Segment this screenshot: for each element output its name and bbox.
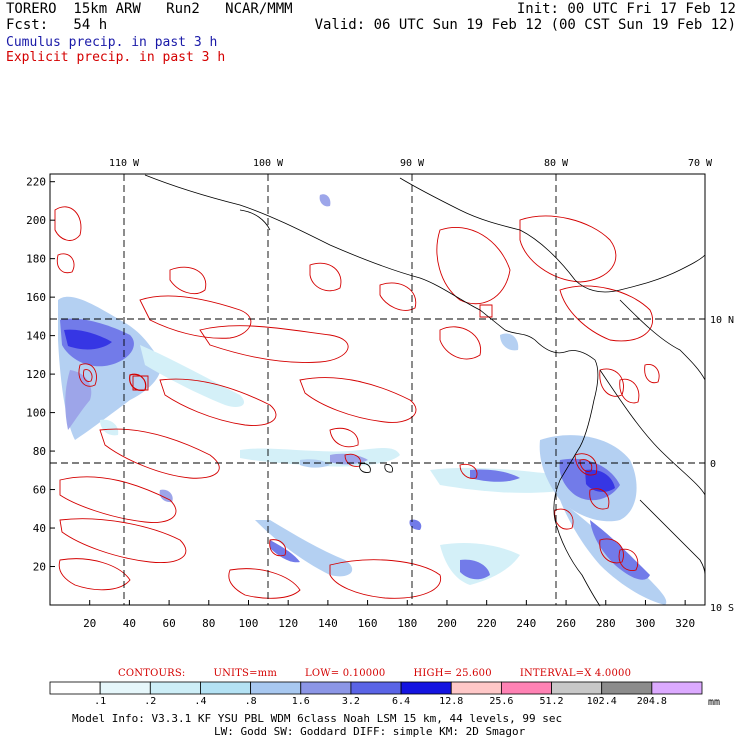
- x-tick-label: 140: [318, 617, 338, 630]
- lon-label-110w: 110 W: [109, 158, 140, 169]
- x-tick-label: 200: [437, 617, 457, 630]
- y-tick-label: 80: [33, 445, 46, 458]
- precip-colorbar: [49, 681, 703, 695]
- colorbar-swatch: [200, 681, 252, 695]
- latitude-labels: 10 N 0 10 S: [710, 315, 734, 614]
- x-tick-label: 100: [239, 617, 259, 630]
- lat-label-10n: 10 N: [710, 315, 734, 326]
- y-tick-label: 20: [33, 561, 46, 574]
- colorbar-label: 12.8: [439, 696, 464, 707]
- x-tick-label: 120: [278, 617, 298, 630]
- y-tick-label: 60: [33, 484, 46, 497]
- colorbar-label: .8: [244, 696, 257, 707]
- colorbar-label: .4: [194, 696, 207, 707]
- colorbar-swatch: [450, 681, 502, 695]
- colorbar-label: 1.6: [291, 696, 310, 707]
- legend-cumulus-precip: Cumulus precip. in past 3 h: [6, 35, 218, 50]
- model-info-line1: Model Info: V3.3.1 KF YSU PBL WDM 6class…: [72, 712, 563, 725]
- explicit-precip-contours: [54, 206, 660, 599]
- x-tick-label: 80: [202, 617, 215, 630]
- x-tick-label: 20: [83, 617, 96, 630]
- x-tick-label: 40: [123, 617, 136, 630]
- colorbar-label: .1: [94, 696, 107, 707]
- header-run-info: TORERO 15km ARW Run2 NCAR/MMM: [6, 1, 293, 17]
- x-axis-ticks: 20 40 60 80 100 120 140 160 180 200 220 240 260 280 30…: [83, 600, 695, 630]
- longitude-labels: 110 W 100 W 90 W 80 W 70 W: [109, 158, 713, 169]
- y-tick-label: 220: [26, 176, 46, 189]
- colorbar-swatch: [149, 681, 201, 695]
- y-tick-label: 100: [26, 407, 46, 420]
- lat-label-0: 0: [710, 459, 716, 470]
- colorbar-swatch: [601, 681, 653, 695]
- x-tick-label: 220: [477, 617, 497, 630]
- x-tick-label: 160: [358, 617, 378, 630]
- lon-label-80w: 80 W: [544, 158, 569, 169]
- x-tick-label: 300: [636, 617, 656, 630]
- colorbar-swatch: [400, 681, 452, 695]
- y-axis-ticks: 20 40 60 80 100 120 140 160 180 200 220: [26, 176, 55, 574]
- contours-units: UNITS=mm: [213, 668, 278, 679]
- colorbar-swatch: [99, 681, 151, 695]
- y-tick-label: 40: [33, 522, 46, 535]
- lat-label-10s: 10 S: [710, 603, 734, 614]
- x-tick-label: 280: [596, 617, 616, 630]
- contours-label: CONTOURS:: [118, 668, 186, 679]
- x-tick-label: 60: [162, 617, 175, 630]
- legend-explicit-precip: Explicit precip. in past 3 h: [6, 50, 226, 65]
- y-tick-label: 180: [26, 253, 46, 266]
- colorbar-swatch: [250, 681, 302, 695]
- map-frame: [49, 173, 706, 606]
- colorbar-label: 6.4: [392, 696, 411, 707]
- x-tick-label: 260: [556, 617, 576, 630]
- y-tick-label: 160: [26, 291, 46, 304]
- contours-info: CONTOURS: UNITS=mm LOW= 0.10000 HIGH= 25.60…: [118, 668, 659, 679]
- colorbar-label: .2: [144, 696, 157, 707]
- colorbar-swatch: [651, 681, 703, 695]
- contours-high: HIGH= 25.600: [413, 668, 492, 679]
- x-tick-label: 320: [675, 617, 695, 630]
- colorbar-swatch: [551, 681, 603, 695]
- lon-label-90w: 90 W: [400, 158, 425, 169]
- contours-low: LOW= 0.10000: [305, 668, 386, 679]
- y-tick-label: 140: [26, 330, 46, 343]
- colorbar-swatch: [49, 681, 101, 695]
- latlon-grid: [50, 174, 705, 605]
- colorbar-label: 51.2: [539, 696, 564, 707]
- colorbar-swatch: [350, 681, 402, 695]
- colorbar-label: 25.6: [489, 696, 514, 707]
- colorbar-units: mm: [708, 697, 721, 708]
- colorbar-swatch: [300, 681, 352, 695]
- header-valid-time: Valid: 06 UTC Sun 19 Feb 12 (00 CST Sun …: [314, 17, 736, 33]
- colorbar-label: 3.2: [341, 696, 360, 707]
- x-tick-label: 240: [516, 617, 536, 630]
- model-info-line2: LW: Godd SW: Goddard DIFF: simple KM: 2D…: [214, 725, 526, 738]
- lon-label-100w: 100 W: [253, 158, 284, 169]
- colorbar-label: 204.8: [636, 696, 667, 707]
- x-tick-label: 180: [397, 617, 417, 630]
- lon-label-70w: 70 W: [688, 158, 713, 169]
- y-tick-label: 200: [26, 214, 46, 227]
- contours-interval: INTERVAL=X 4.0000: [519, 668, 632, 679]
- header-forecast-hour: Fcst: 54 h: [6, 17, 108, 33]
- colorbar-swatch: [500, 681, 552, 695]
- cumulus-precip-shading: [58, 194, 667, 605]
- colorbar-label: 102.4: [586, 696, 617, 707]
- header-init-time: Init: 00 UTC Fri 17 Feb 12: [516, 1, 736, 17]
- y-tick-label: 120: [26, 368, 46, 381]
